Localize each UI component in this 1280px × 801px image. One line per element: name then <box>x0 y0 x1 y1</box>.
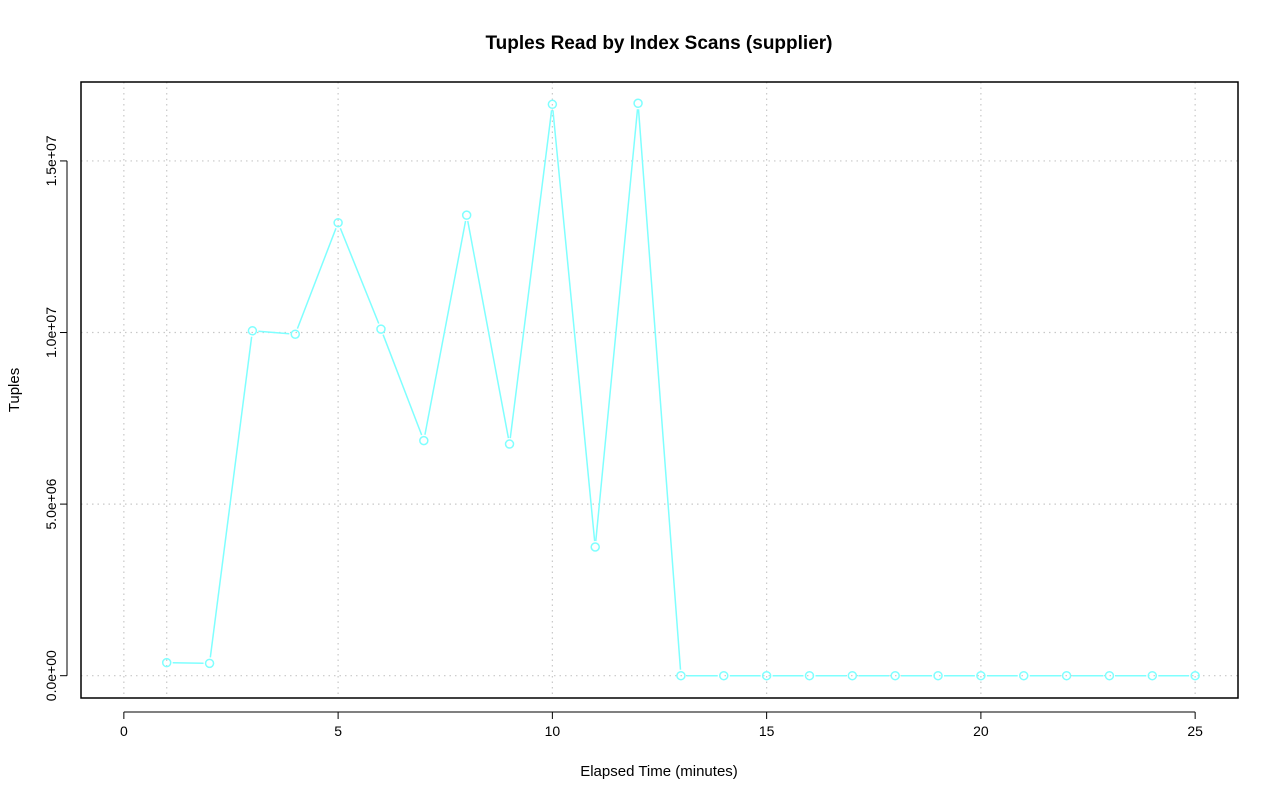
data-point <box>719 670 729 681</box>
data-point <box>419 435 429 446</box>
x-tick-label: 0 <box>120 723 128 739</box>
data-point <box>590 542 600 552</box>
series-line-segment <box>509 110 553 439</box>
data-point <box>461 210 472 220</box>
data-point <box>1190 670 1200 681</box>
series-line-segment <box>595 109 639 542</box>
series-line-segment <box>637 109 682 670</box>
data-point <box>633 98 643 109</box>
y-tick-label: 1.0e+07 <box>43 307 59 358</box>
y-tick-label: 0.0e+00 <box>43 650 59 701</box>
data-point <box>547 99 558 110</box>
data-point <box>890 670 900 681</box>
series-line-segment <box>296 228 337 329</box>
series-line-segment <box>424 220 467 435</box>
y-tick-label: 5.0e+06 <box>43 478 59 529</box>
data-point <box>676 670 686 681</box>
series-line-segment <box>258 330 290 335</box>
data-point <box>333 217 343 228</box>
series-line-segment <box>467 220 510 439</box>
plot-frame <box>80 81 1239 699</box>
data-point <box>933 670 943 681</box>
data-point <box>247 326 258 336</box>
data-point <box>376 324 386 334</box>
x-tick-label: 25 <box>1187 723 1203 739</box>
x-tick-label: 5 <box>334 723 342 739</box>
data-point <box>290 329 301 339</box>
data-point <box>161 657 172 668</box>
x-tick-label: 10 <box>545 723 561 739</box>
series-line-segment <box>209 336 253 658</box>
data-point <box>504 439 515 449</box>
data-point <box>1147 670 1158 681</box>
data-point <box>976 670 986 681</box>
series-line-segment <box>382 334 423 436</box>
x-axis-title: Elapsed Time (minutes) <box>580 763 738 780</box>
data-point <box>1061 670 1072 681</box>
x-tick-label: 15 <box>759 723 775 739</box>
chart-title: Tuples Read by Index Scans (supplier) <box>485 33 832 54</box>
data-point <box>1104 670 1115 681</box>
y-axis-title: Tuples <box>6 368 23 412</box>
y-tick-label: 1.5e+07 <box>43 135 59 186</box>
axes: 0 5 10 15 20 25 0.0e+00 5.0e+06 1.0e+07 1.5e+07 <box>43 135 1203 739</box>
x-tick-label: 20 <box>973 723 989 739</box>
series-line-segment <box>339 227 380 324</box>
data-point <box>204 658 215 669</box>
data-point <box>1018 670 1029 681</box>
series-line-segment <box>552 110 596 542</box>
data-point <box>761 670 772 681</box>
series-layer <box>161 98 1200 681</box>
data-point <box>804 670 815 681</box>
data-point <box>847 670 858 681</box>
